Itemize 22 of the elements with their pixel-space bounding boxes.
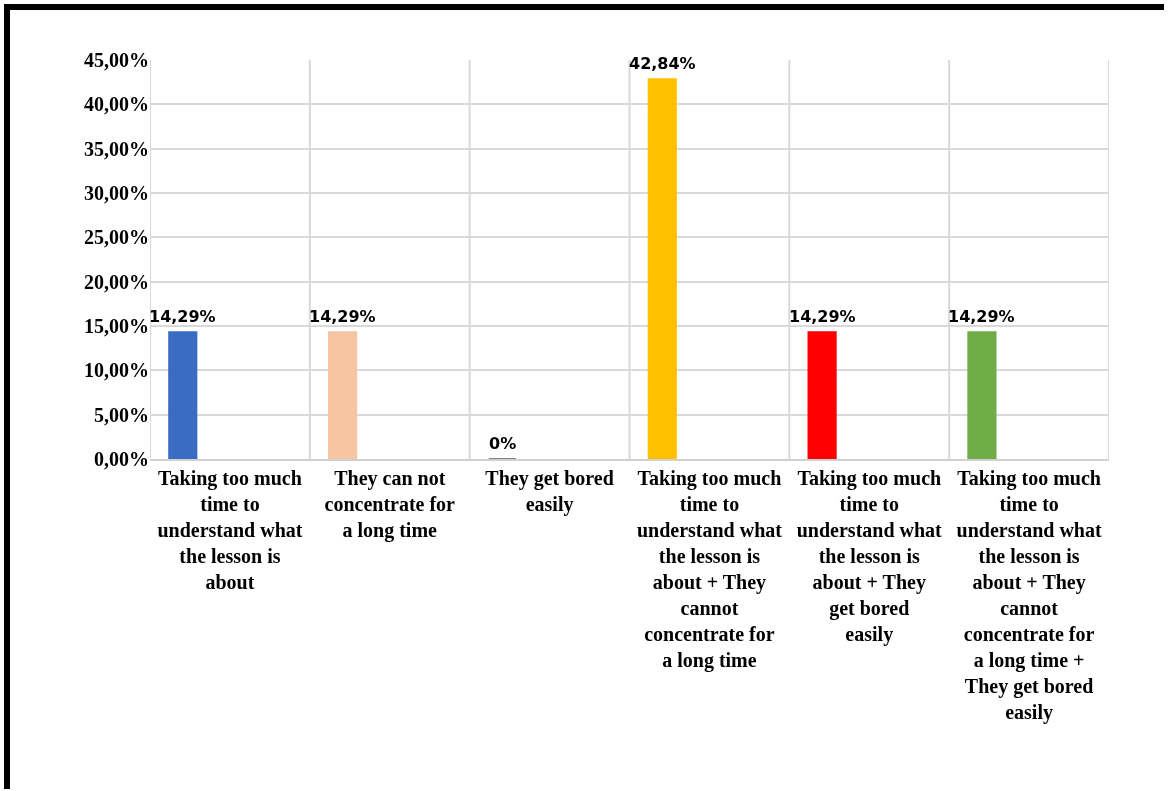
data-label: 14,29% [789,307,856,326]
y-tick-label: 0,00% [94,448,149,470]
category-label: Taking too much time to understand what the lesson is about + They cannot concentrate for a long time + They get bored easily [956,467,1102,723]
y-tick-label: 10,00% [84,359,149,382]
y-tick-label: 30,00% [84,182,149,204]
y-tick-label: 25,00% [84,226,149,249]
data-label: 42,84% [629,54,696,73]
data-label: 14,29% [948,307,1015,326]
x-tick-label: They can not concentrate for a long time [324,467,456,542]
x-tick-label: Taking too much time to understand what the lesson is about + They cannot concentrate for a long time [636,467,783,672]
y-tick-label: 15,00% [84,315,149,337]
x-tick-label: They get bored easily [485,467,614,516]
x-tick-label: Taking too much time to understand what the lesson is about [157,467,303,593]
y-tick-label: 40,00% [84,93,149,116]
x-tick-label: Taking too much time to understand what the lesson is about + They get bored easily [796,467,943,646]
data-label: 14,29% [149,307,216,326]
data-label: 14,29% [309,307,376,326]
data-label: 0% [489,434,517,453]
y-tick-label: 20,00% [84,270,149,293]
y-tick-label: 5,00% [94,403,149,426]
y-tick-label: 45,00% [84,49,149,71]
y-tick-label: 35,00% [84,137,149,160]
